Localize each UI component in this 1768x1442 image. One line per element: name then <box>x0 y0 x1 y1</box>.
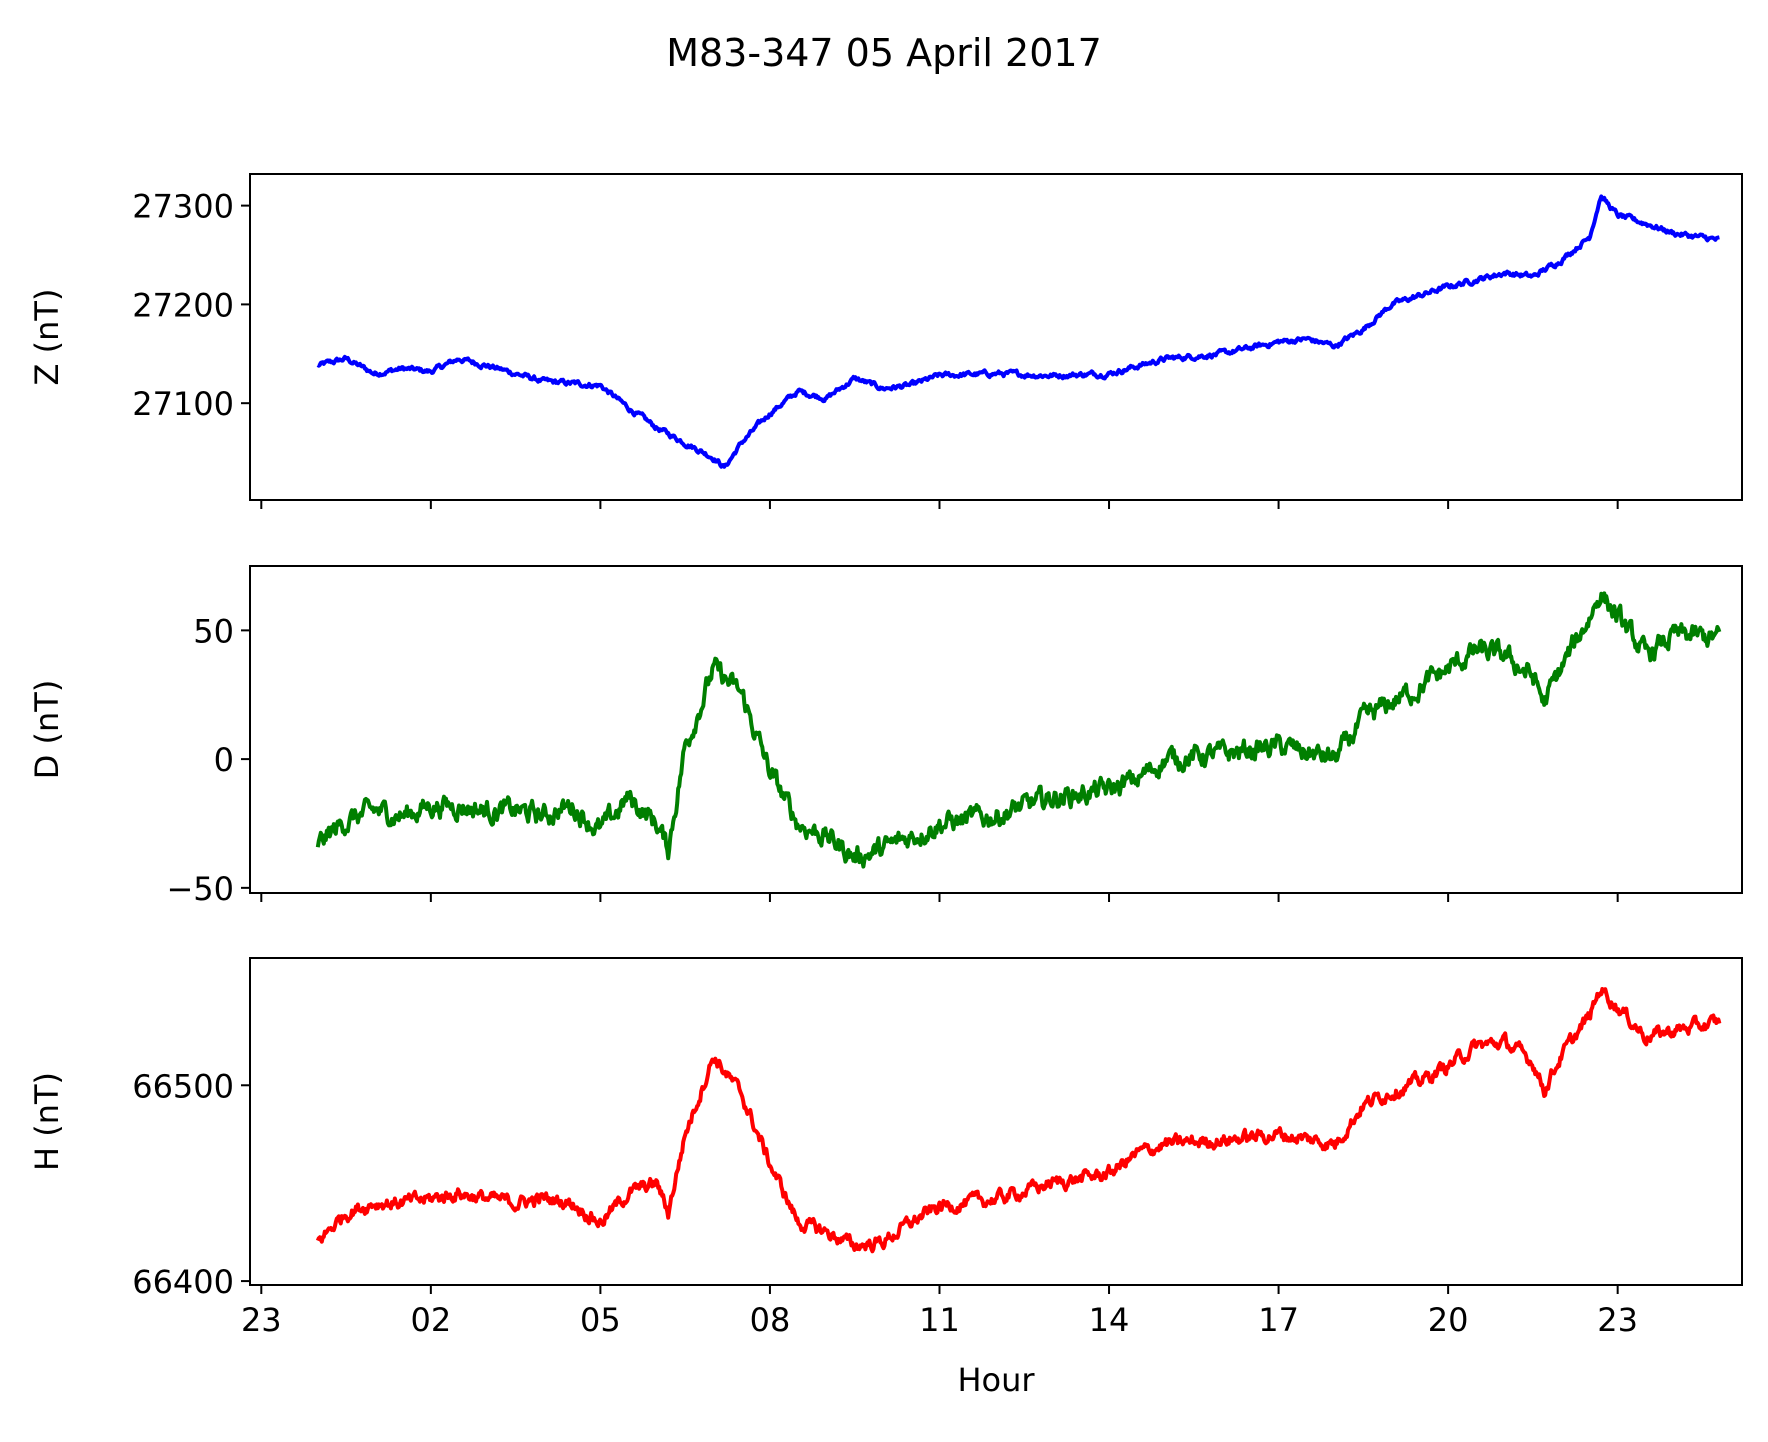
axes-frame <box>249 565 1743 894</box>
x-tick-label: 23 <box>241 1301 282 1339</box>
figure-title: M83-347 05 April 2017 <box>666 31 1102 75</box>
x-tick-label: 08 <box>750 1301 791 1339</box>
x-tick-label: 20 <box>1428 1301 1469 1339</box>
x-tick-label: 17 <box>1258 1301 1299 1339</box>
x-tick-label: 14 <box>1089 1301 1130 1339</box>
y-tick-label: 66400 <box>132 1263 234 1301</box>
y-tick-label: 50 <box>193 612 234 650</box>
axes-frame <box>249 957 1743 1286</box>
x-tick-label: 05 <box>580 1301 621 1339</box>
panel-d: −50 0 50 D (nT) <box>28 565 1743 908</box>
y-tick-label: 66500 <box>132 1067 234 1105</box>
series-line <box>315 591 1722 869</box>
series-line <box>315 987 1722 1254</box>
x-tick-label: 11 <box>919 1301 960 1339</box>
panel-z: 27100 27200 27300 Z (nT) <box>28 173 1743 509</box>
x-tick-label: 02 <box>410 1301 451 1339</box>
x-tick-label: 23 <box>1597 1301 1638 1339</box>
panel-h: 66400 66500 23 02 05 08 11 14 17 20 23 H (nT) Hour <box>28 957 1743 1399</box>
y-tick-label: 27100 <box>132 385 234 423</box>
y-tick-label: −50 <box>166 870 234 908</box>
x-axis-label: Hour <box>957 1361 1035 1399</box>
y-axis-label: D (nT) <box>28 680 66 780</box>
y-axis-label: Z (nT) <box>28 289 66 386</box>
y-tick-label: 0 <box>214 741 234 779</box>
y-tick-label: 27300 <box>132 188 234 226</box>
y-axis-label: H (nT) <box>28 1072 66 1171</box>
axes-frame <box>249 173 1743 501</box>
series-line <box>316 194 1721 469</box>
y-tick-label: 27200 <box>132 286 234 324</box>
